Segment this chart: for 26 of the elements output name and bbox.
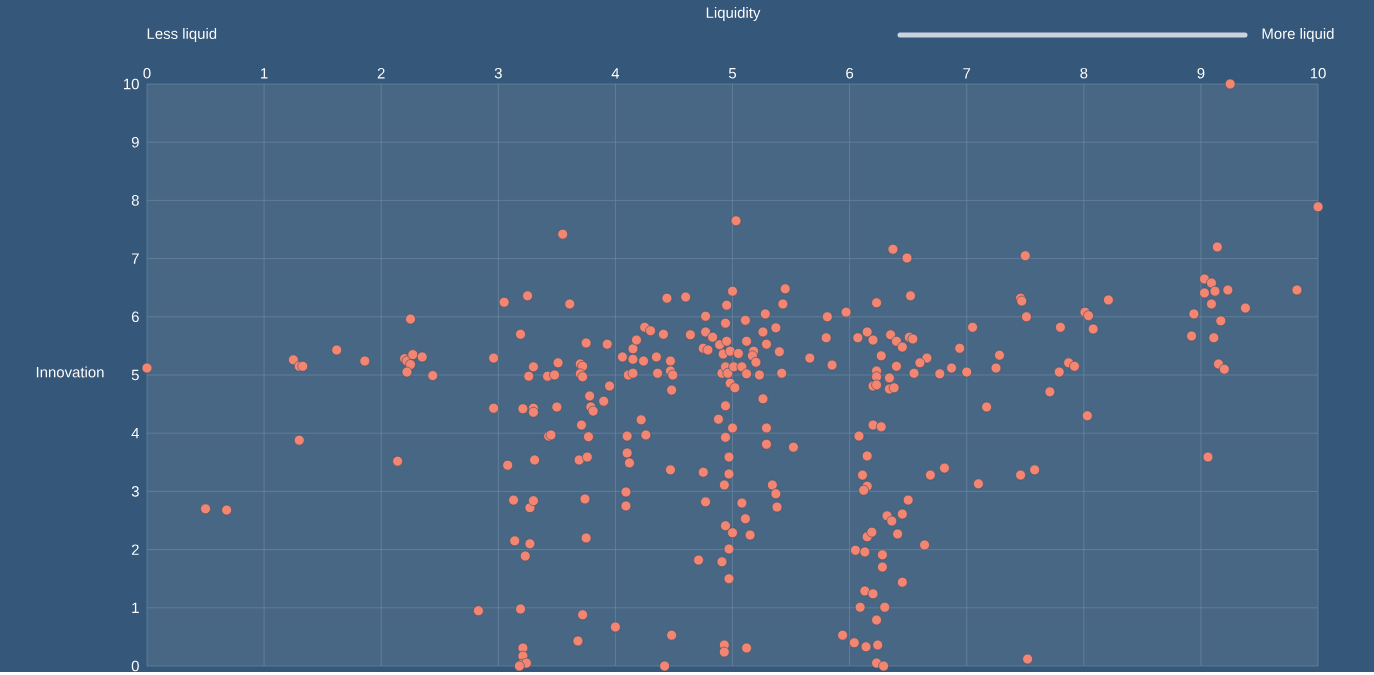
x-tick-label: 8 (1080, 68, 1088, 79)
y-tick-label: 4 (131, 428, 140, 439)
x-axis-title: Liquidity (706, 7, 761, 22)
y-tick-label: 8 (131, 195, 139, 206)
y-axis-title: Innovation (36, 366, 104, 378)
x-tick-label: 4 (611, 68, 620, 79)
y-tick-label: 5 (131, 369, 139, 381)
y-tick-label: 2 (131, 544, 139, 555)
y-tick-label: 3 (131, 486, 139, 497)
x-tick-label: 9 (1197, 68, 1205, 79)
y-tick-label: 0 (131, 660, 139, 672)
text: More liquid (1262, 28, 1334, 43)
x-tick-label: 6 (846, 68, 854, 79)
x-tick-label: 0 (143, 68, 151, 79)
x-tick-label: 7 (963, 68, 971, 79)
y-tick-label: 9 (131, 137, 139, 148)
x-tick-label: 2 (377, 68, 385, 79)
x-tick-label: 3 (494, 68, 502, 79)
x-tick-label: 1 (261, 68, 268, 79)
y-tick-label: 7 (131, 253, 139, 264)
text: Less liquid (147, 28, 217, 43)
y-tick-label: 10 (124, 78, 139, 90)
x-tick-label: 10 (1310, 68, 1326, 79)
x-tick-label: 5 (728, 68, 737, 79)
y-tick-label: 1 (132, 602, 139, 614)
y-tick-label: 6 (131, 311, 139, 323)
